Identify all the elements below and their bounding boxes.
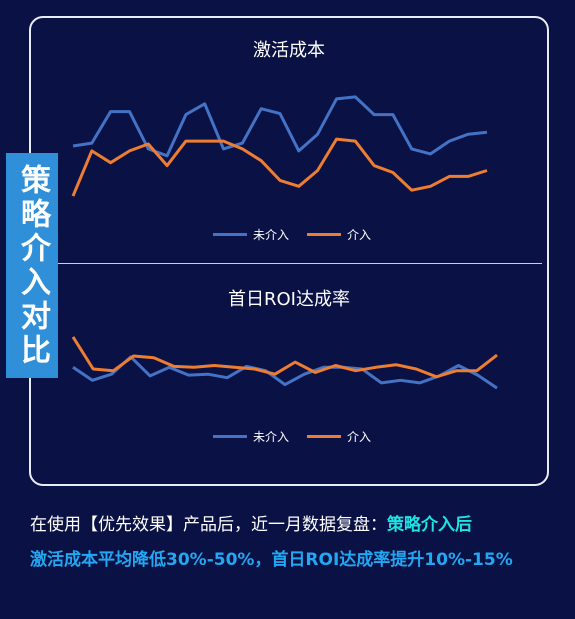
chart-title-roi: 首日ROI达成率 bbox=[228, 289, 350, 310]
side-label: 策略介入对比 bbox=[6, 153, 58, 378]
series-line-chart1-intervention bbox=[71, 137, 488, 197]
legend-chart1: 未介入 介入 bbox=[213, 226, 371, 243]
caption-highlight-b: 激活成本平均降低30%-50%，首日ROI达成率提升10%-15% bbox=[30, 550, 513, 570]
caption-highlight-a: 策略介入后 bbox=[387, 515, 472, 535]
chart-title-activation-cost: 激活成本 bbox=[253, 40, 325, 61]
caption-intro: 在使用【优先效果】产品后，近一月数据复盘： bbox=[30, 515, 387, 535]
caption: 在使用【优先效果】产品后，近一月数据复盘：策略介入后 激活成本平均降低30%-5… bbox=[30, 508, 550, 578]
legend-label-intervention: 介入 bbox=[347, 430, 372, 444]
legend-swatch-blue bbox=[213, 233, 247, 236]
legend-label-no-intervention: 未介入 bbox=[253, 430, 290, 444]
legend-swatch-blue bbox=[213, 435, 247, 438]
legend-label-intervention: 介入 bbox=[347, 228, 372, 242]
legend-chart2: 未介入 介入 bbox=[213, 428, 371, 445]
chart-divider bbox=[58, 263, 542, 264]
legend-label-no-intervention: 未介入 bbox=[253, 228, 290, 242]
legend-swatch-orange bbox=[307, 233, 342, 236]
series-line-chart2-no-intervention bbox=[72, 355, 498, 390]
series-line-chart2-intervention bbox=[71, 336, 498, 379]
series-line-chart1-no-intervention bbox=[72, 95, 488, 158]
legend-swatch-orange bbox=[307, 435, 342, 438]
side-label-text: 策略介入对比 bbox=[15, 163, 50, 368]
